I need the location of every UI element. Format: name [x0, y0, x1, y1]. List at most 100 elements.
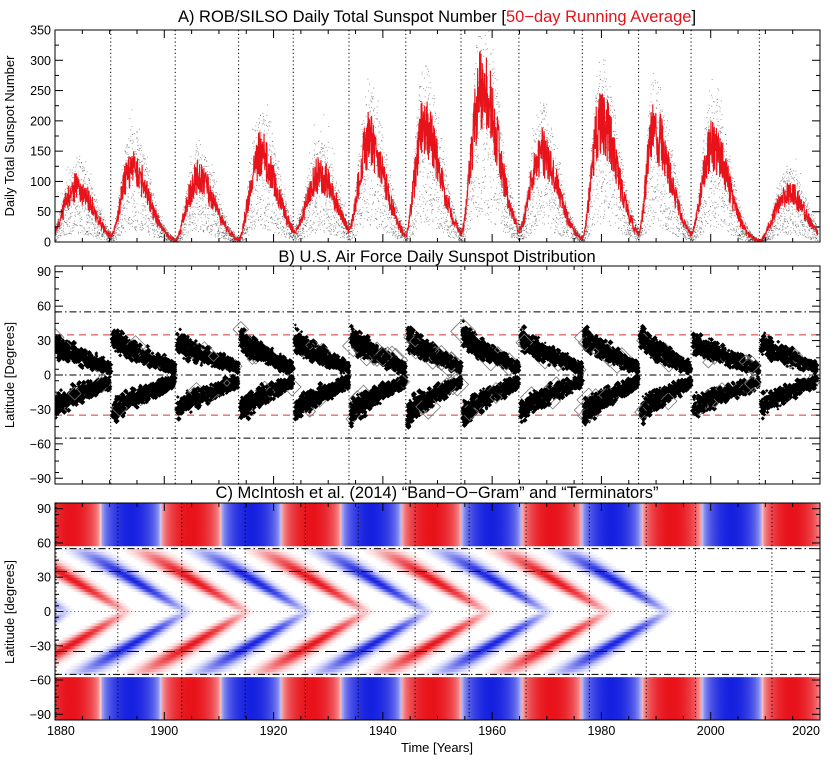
daily-ssn-dot	[392, 217, 394, 219]
daily-ssn-dot	[480, 128, 482, 130]
daily-ssn-dot	[496, 93, 498, 94]
daily-ssn-dot	[205, 222, 207, 224]
daily-ssn-dot	[227, 237, 229, 239]
daily-ssn-dot	[90, 200, 92, 202]
daily-ssn-dot	[487, 199, 489, 201]
daily-ssn-dot	[474, 150, 476, 152]
daily-ssn-dot	[188, 206, 190, 207]
daily-ssn-dot	[71, 215, 73, 217]
daily-ssn-dot	[417, 167, 419, 169]
daily-ssn-dot	[78, 233, 79, 235]
daily-ssn-dot	[82, 208, 84, 210]
daily-ssn-dot	[113, 240, 115, 242]
daily-ssn-dot	[361, 214, 363, 216]
daily-ssn-dot	[422, 155, 424, 157]
daily-ssn-dot	[285, 205, 287, 207]
daily-ssn-dot	[223, 214, 225, 216]
daily-ssn-dot	[190, 229, 192, 231]
daily-ssn-dot	[416, 137, 418, 139]
daily-ssn-dot	[466, 213, 468, 214]
daily-ssn-dot	[224, 217, 226, 219]
daily-ssn-dot	[377, 143, 379, 145]
daily-ssn-dot	[273, 212, 275, 214]
daily-ssn-dot	[427, 173, 429, 174]
daily-ssn-dot	[107, 226, 108, 228]
daily-ssn-dot	[268, 155, 269, 157]
daily-ssn-dot	[446, 175, 447, 177]
daily-ssn-dot	[329, 209, 331, 211]
daily-ssn-dot	[331, 166, 333, 168]
daily-ssn-dot	[501, 190, 503, 192]
daily-ssn-dot	[181, 236, 183, 238]
daily-ssn-dot	[469, 227, 471, 229]
daily-ssn-dot	[264, 225, 266, 227]
daily-ssn-dot	[333, 216, 335, 218]
daily-ssn-dot	[203, 214, 205, 216]
daily-ssn-dot	[269, 189, 271, 191]
daily-ssn-dot	[434, 112, 436, 114]
daily-ssn-dot	[349, 239, 351, 240]
daily-ssn-dot	[163, 232, 165, 234]
daily-ssn-dot	[66, 169, 68, 171]
daily-ssn-dot	[109, 236, 111, 238]
daily-ssn-dot	[333, 203, 335, 205]
daily-ssn-dot	[445, 188, 447, 190]
daily-ssn-dot	[264, 212, 266, 214]
daily-ssn-dot	[420, 86, 422, 88]
daily-ssn-dot	[219, 225, 221, 227]
daily-ssn-dot	[243, 232, 245, 234]
daily-ssn-dot	[277, 226, 279, 228]
daily-ssn-dot	[271, 133, 273, 135]
daily-ssn-dot	[61, 193, 63, 195]
daily-ssn-dot	[294, 228, 296, 230]
daily-ssn-dot	[72, 222, 74, 224]
daily-ssn-dot	[385, 226, 387, 228]
daily-ssn-dot	[434, 98, 436, 100]
daily-ssn-dot	[434, 114, 436, 116]
daily-ssn-dot	[94, 235, 96, 237]
daily-ssn-dot	[58, 212, 60, 214]
daily-ssn-dot	[423, 107, 425, 109]
daily-ssn-dot	[413, 223, 415, 225]
daily-ssn-dot	[100, 213, 102, 215]
daily-ssn-dot	[219, 194, 221, 195]
daily-ssn-dot	[128, 179, 129, 181]
daily-ssn-dot	[402, 226, 404, 228]
daily-ssn-dot	[353, 220, 354, 222]
daily-ssn-dot	[335, 234, 337, 236]
daily-ssn-dot	[444, 175, 446, 177]
daily-ssn-dot	[107, 230, 109, 232]
daily-ssn-dot	[395, 206, 397, 208]
daily-ssn-dot	[326, 212, 328, 214]
daily-ssn-dot	[316, 210, 318, 212]
daily-ssn-dot	[111, 238, 113, 240]
daily-ssn-dot	[431, 213, 433, 215]
daily-ssn-dot	[214, 234, 216, 236]
daily-ssn-dot	[327, 195, 329, 197]
daily-ssn-dot	[486, 137, 488, 139]
daily-ssn-dot	[215, 211, 216, 213]
daily-ssn-dot	[339, 216, 341, 218]
daily-ssn-dot	[140, 145, 142, 146]
daily-ssn-dot	[470, 191, 472, 193]
daily-ssn-dot	[303, 231, 305, 232]
daily-ssn-dot	[331, 224, 333, 226]
daily-ssn-dot	[373, 193, 375, 195]
daily-ssn-dot	[109, 236, 111, 238]
daily-ssn-dot	[138, 171, 140, 173]
daily-ssn-dot	[149, 218, 151, 220]
daily-ssn-dot	[228, 227, 230, 229]
daily-ssn-dot	[278, 207, 280, 209]
daily-ssn-dot	[59, 209, 61, 211]
daily-ssn-dot	[92, 236, 94, 238]
daily-ssn-dot	[337, 195, 339, 196]
daily-ssn-dot	[483, 169, 485, 171]
daily-ssn-dot	[269, 229, 271, 231]
daily-ssn-dot	[475, 202, 477, 204]
daily-ssn-dot	[246, 214, 248, 216]
daily-ssn-dot	[192, 174, 194, 176]
daily-ssn-dot	[101, 209, 103, 211]
daily-ssn-dot	[223, 235, 225, 237]
daily-ssn-dot	[161, 236, 163, 238]
daily-ssn-dot	[211, 164, 213, 166]
